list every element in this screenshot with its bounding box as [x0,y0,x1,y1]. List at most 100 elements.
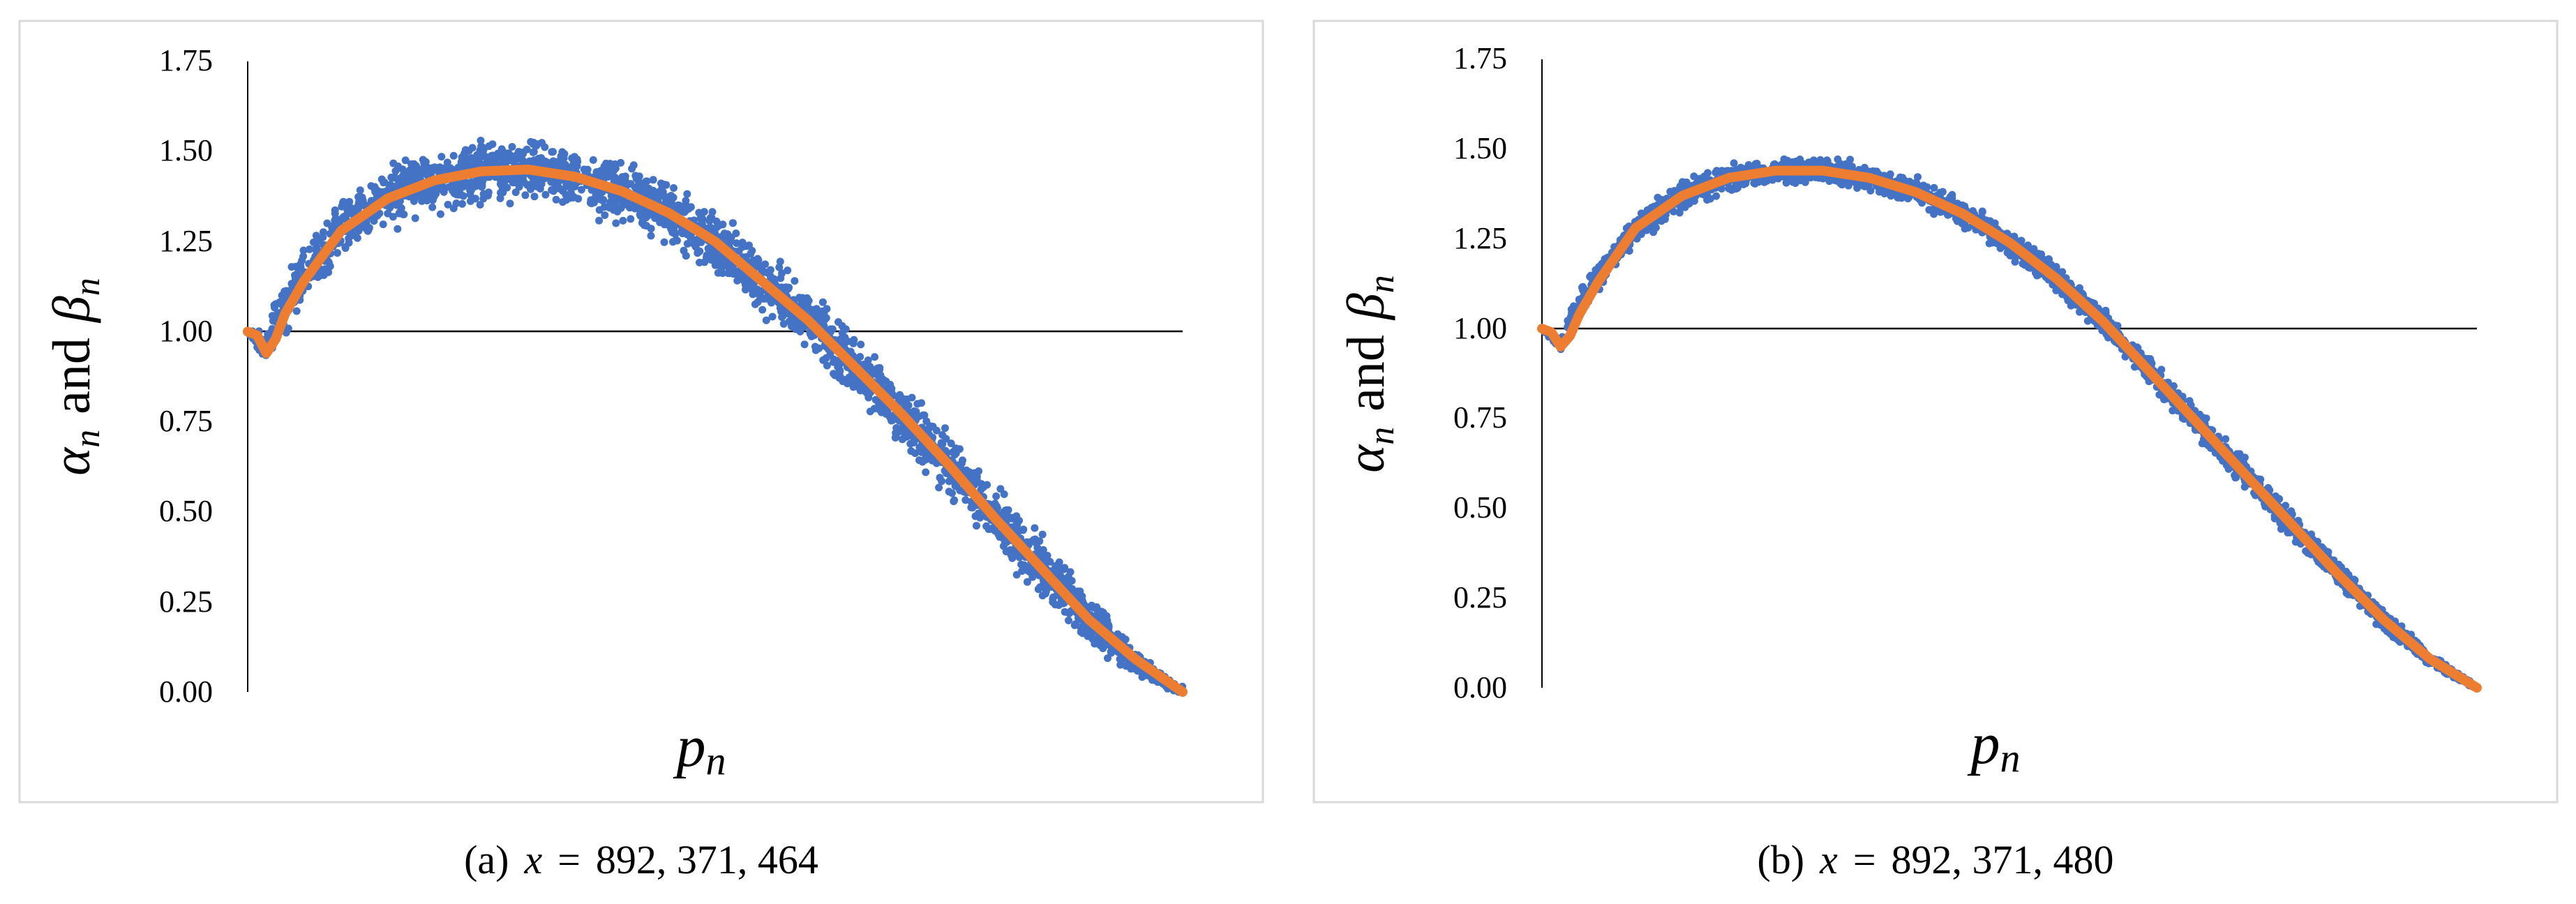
scatter-point [1730,183,1738,192]
scatter-point [2240,483,2249,491]
scatter-point [390,174,398,182]
scatter-point [1760,178,1769,186]
y-tick-label: 0.25 [1453,580,1507,615]
scatter-point [353,234,361,242]
scatter-point [785,283,793,292]
scatter-point [1782,179,1790,187]
scatter-point [835,374,844,382]
scatter-point [299,246,308,255]
scatter-point [635,172,643,181]
caption-value: 892, 371, 464 [596,837,818,882]
scatter-point [738,243,747,251]
scatter-point [846,347,855,356]
scatter-point [696,214,705,223]
scatter-point [1038,530,1047,538]
scatter-point [704,244,712,253]
scatter-point [541,190,550,199]
scatter-point [334,249,341,257]
scatter-point [399,173,407,181]
scatter-point [1012,571,1021,579]
scatter-point [1866,186,1875,195]
scatter-point [938,477,946,485]
scatter-point [784,266,792,275]
scatter-point [523,181,532,189]
scatter-point [352,205,360,213]
scatter-point [437,153,446,161]
scatter-point [476,201,484,209]
scatter-point [945,488,953,496]
scatter-point [876,371,885,379]
scatter-point [870,405,878,413]
scatter-point [708,208,717,216]
scatter-point [638,219,646,227]
scatter-point [612,219,620,227]
scatter-point [1843,162,1850,170]
scatter-point [1978,208,1986,216]
scatter-point [607,192,615,200]
scatter-point [511,174,519,182]
scatter-point [637,186,645,194]
scatter-point [1751,179,1759,188]
scatter-point [707,213,716,222]
scatter-point [628,165,636,173]
scatter-point [2083,317,2092,325]
x-axis-title: pn [673,714,726,783]
scatter-point [623,199,631,207]
scatter-point [278,292,286,300]
scatter-point [836,366,844,374]
scatter-point [533,157,541,165]
scatter-point [1031,535,1040,543]
scatter-point [338,202,346,211]
scatter-point [411,214,419,223]
scatter-point [823,361,831,370]
scatter-point [466,179,474,188]
scatter-point [559,198,567,206]
scatter-point [723,262,731,270]
scatter-point [678,229,687,238]
scatter-point [1095,636,1104,645]
scatter-point [768,312,777,321]
scatter-point [742,285,749,294]
y-axis-title-alpha: α [43,446,101,476]
y-tick-label: 1.75 [1453,41,1507,75]
chart-frame [1312,20,2559,804]
scatter-point [2198,439,2206,448]
scatter-point [696,247,704,255]
scatter-point [642,177,650,186]
scatter-point [497,145,506,153]
scatter-point [472,158,481,166]
scatter-point [577,186,585,194]
scatter-point [754,256,763,264]
scatter-point [412,173,420,181]
scatter-point [424,164,432,172]
scatter-point [952,482,960,490]
scatter-point [592,192,600,199]
scatter-point [791,277,799,285]
scatter-point [703,251,711,259]
y-tick-label: 0.50 [159,494,213,528]
scatter-point [966,471,974,479]
scatter-point [830,358,837,366]
y-tick-label: 1.00 [159,314,213,348]
scatter-point [600,203,608,211]
y-tick-label: 1.00 [1453,311,1507,345]
scatter-point [1090,603,1098,612]
scatter-point [515,183,523,191]
scatter-point [903,395,911,403]
scatter-point [1015,553,1024,562]
panel-a: 0.00 0.25 0.50 0.75 1.00 1.25 1.50 1.75 … [18,20,1264,882]
scatter-point [508,153,516,162]
scatter-point [904,430,912,439]
scatter-point [521,191,530,199]
scatter-point [285,287,293,295]
y-axis-title-and: and [43,338,101,414]
scatter-point [467,186,475,195]
scatter-point [732,229,740,237]
scatter-point [444,200,452,209]
y-tick-labels: 0.00 0.25 0.50 0.75 1.00 1.25 1.50 1.75 [1453,41,1507,705]
y-tick-label: 1.75 [159,43,213,77]
scatter-point [811,346,820,354]
scatter-point [682,252,690,260]
scatter-point [1015,516,1024,525]
scatter-point [468,144,477,152]
